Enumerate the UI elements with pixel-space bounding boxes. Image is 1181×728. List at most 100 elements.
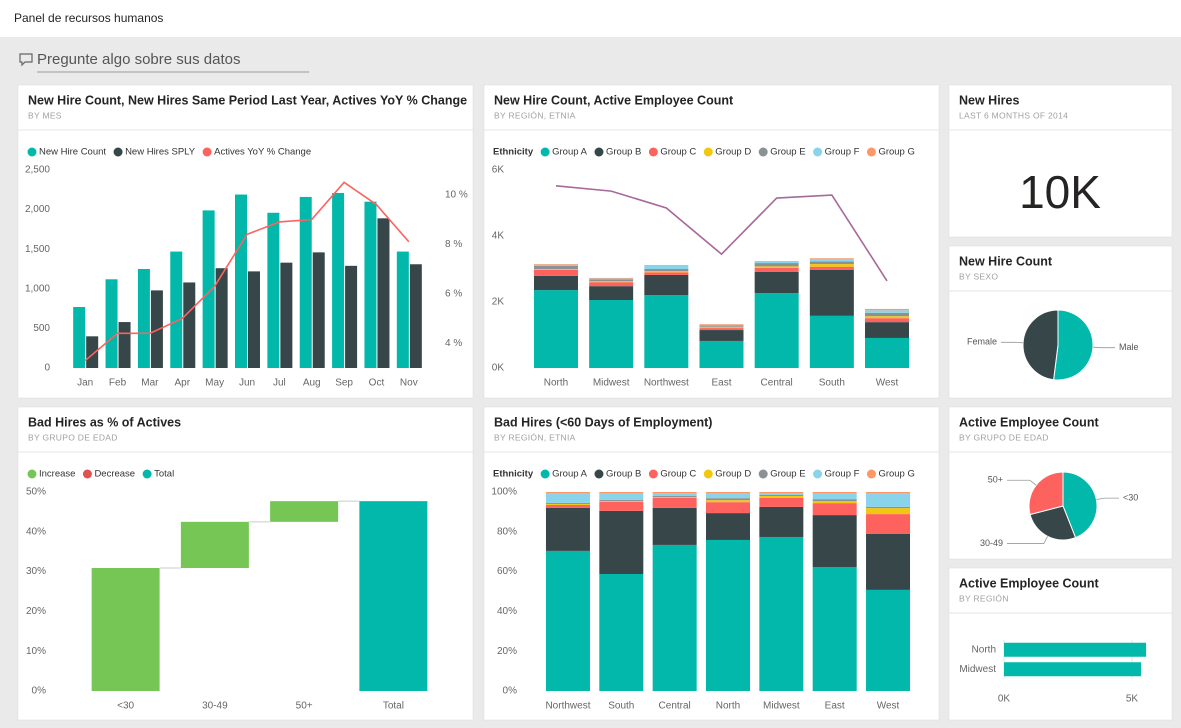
legend-label: Group G <box>878 469 914 480</box>
y2-tick-label: 4 % <box>445 338 462 349</box>
bar <box>809 269 854 316</box>
bar <box>809 258 854 259</box>
bar <box>137 269 150 368</box>
bar <box>170 251 183 368</box>
bar <box>644 269 689 271</box>
bar <box>865 318 910 323</box>
legend-label: Group A <box>552 147 588 158</box>
bar <box>754 263 799 267</box>
x-tick-label: South <box>608 701 634 712</box>
legend-label: Group F <box>825 469 860 480</box>
bar <box>545 504 590 508</box>
x-tick-label: Mar <box>141 378 159 389</box>
bar <box>699 324 744 326</box>
x-tick-label: East <box>711 378 731 389</box>
bar <box>91 568 160 691</box>
leader-line <box>1096 497 1119 501</box>
bar <box>759 492 804 493</box>
bar <box>652 496 697 498</box>
x-tick-label: Central <box>659 701 691 712</box>
bar <box>589 286 634 301</box>
leader-line <box>1092 346 1115 349</box>
bar <box>809 315 854 368</box>
bar <box>545 492 590 503</box>
y-tick-label: 2,000 <box>25 204 50 215</box>
bar <box>759 506 804 537</box>
y-tick-label: 80% <box>497 526 517 537</box>
legend-label: Group D <box>715 469 751 480</box>
bar <box>866 589 911 691</box>
tile-subtitle: BY SEXO <box>959 271 998 281</box>
header-bar <box>0 0 1181 37</box>
x-tick-label: Aug <box>303 378 321 389</box>
bar <box>652 492 697 493</box>
bar <box>699 326 744 329</box>
bar <box>759 492 804 495</box>
bar <box>644 265 689 269</box>
x-tick-label: Jun <box>239 378 255 389</box>
bar <box>359 501 428 691</box>
legend-title: Ethnicity <box>493 147 534 158</box>
tile-title: New Hire Count, New Hires Same Period La… <box>28 93 467 107</box>
bar <box>865 310 910 313</box>
bar <box>589 300 634 368</box>
legend-label: Decrease <box>94 469 135 480</box>
bar <box>754 266 799 269</box>
bar <box>599 499 644 501</box>
tile-title: New Hires <box>959 93 1019 107</box>
bar <box>699 340 744 368</box>
card-value: 10K <box>1019 166 1101 218</box>
bar <box>364 201 377 368</box>
bar <box>754 293 799 368</box>
legend-marker <box>648 469 658 479</box>
bar <box>812 492 857 500</box>
bar <box>759 494 804 496</box>
bar <box>118 322 131 368</box>
bar <box>706 492 750 493</box>
y-tick-label: 2,500 <box>25 165 50 176</box>
y2-tick-label: 8 % <box>445 239 462 250</box>
tile-subtitle: BY REGIÓN, ETNIA <box>494 110 576 120</box>
bar <box>699 325 744 327</box>
bar <box>812 515 857 568</box>
bar <box>652 507 697 545</box>
bar <box>533 264 578 266</box>
bar <box>866 508 911 515</box>
legend-marker <box>813 469 823 479</box>
y-tick-label: 40% <box>497 606 517 617</box>
bar <box>706 492 750 499</box>
bar <box>644 274 689 296</box>
x-tick-label: Jan <box>77 378 93 389</box>
x-tick-label: Apr <box>174 378 190 389</box>
bar <box>589 278 634 280</box>
bar <box>589 279 634 282</box>
legend-label: Group E <box>770 469 805 480</box>
bar <box>396 251 409 368</box>
y-tick-label: 1,000 <box>25 283 50 294</box>
bar <box>377 218 390 368</box>
bar <box>1004 662 1141 677</box>
tile-subtitle: LAST 6 MONTHS OF 2014 <box>959 110 1068 120</box>
bar <box>706 500 750 503</box>
x-tick-label: Central <box>761 378 793 389</box>
legend-marker <box>703 469 713 479</box>
y2-tick-label: 6 % <box>445 288 462 299</box>
bar <box>644 270 689 273</box>
y-tick-label: 0K <box>492 363 505 374</box>
legend-marker <box>866 147 876 157</box>
pie-label: 50+ <box>988 475 1003 485</box>
bar <box>812 492 857 493</box>
qna-input[interactable]: Pregunte algo sobre sus datos <box>37 51 240 68</box>
x-tick-label: 5K <box>1126 694 1139 705</box>
bar <box>866 533 911 590</box>
bar <box>183 282 196 368</box>
bar <box>754 261 799 264</box>
legend-marker <box>113 147 123 157</box>
bar <box>599 500 644 502</box>
x-tick-label: North <box>544 378 568 389</box>
y-tick-label: 0% <box>32 686 47 697</box>
bar <box>545 502 590 504</box>
legend-marker <box>758 147 768 157</box>
bar <box>202 210 215 368</box>
bar <box>865 308 910 311</box>
